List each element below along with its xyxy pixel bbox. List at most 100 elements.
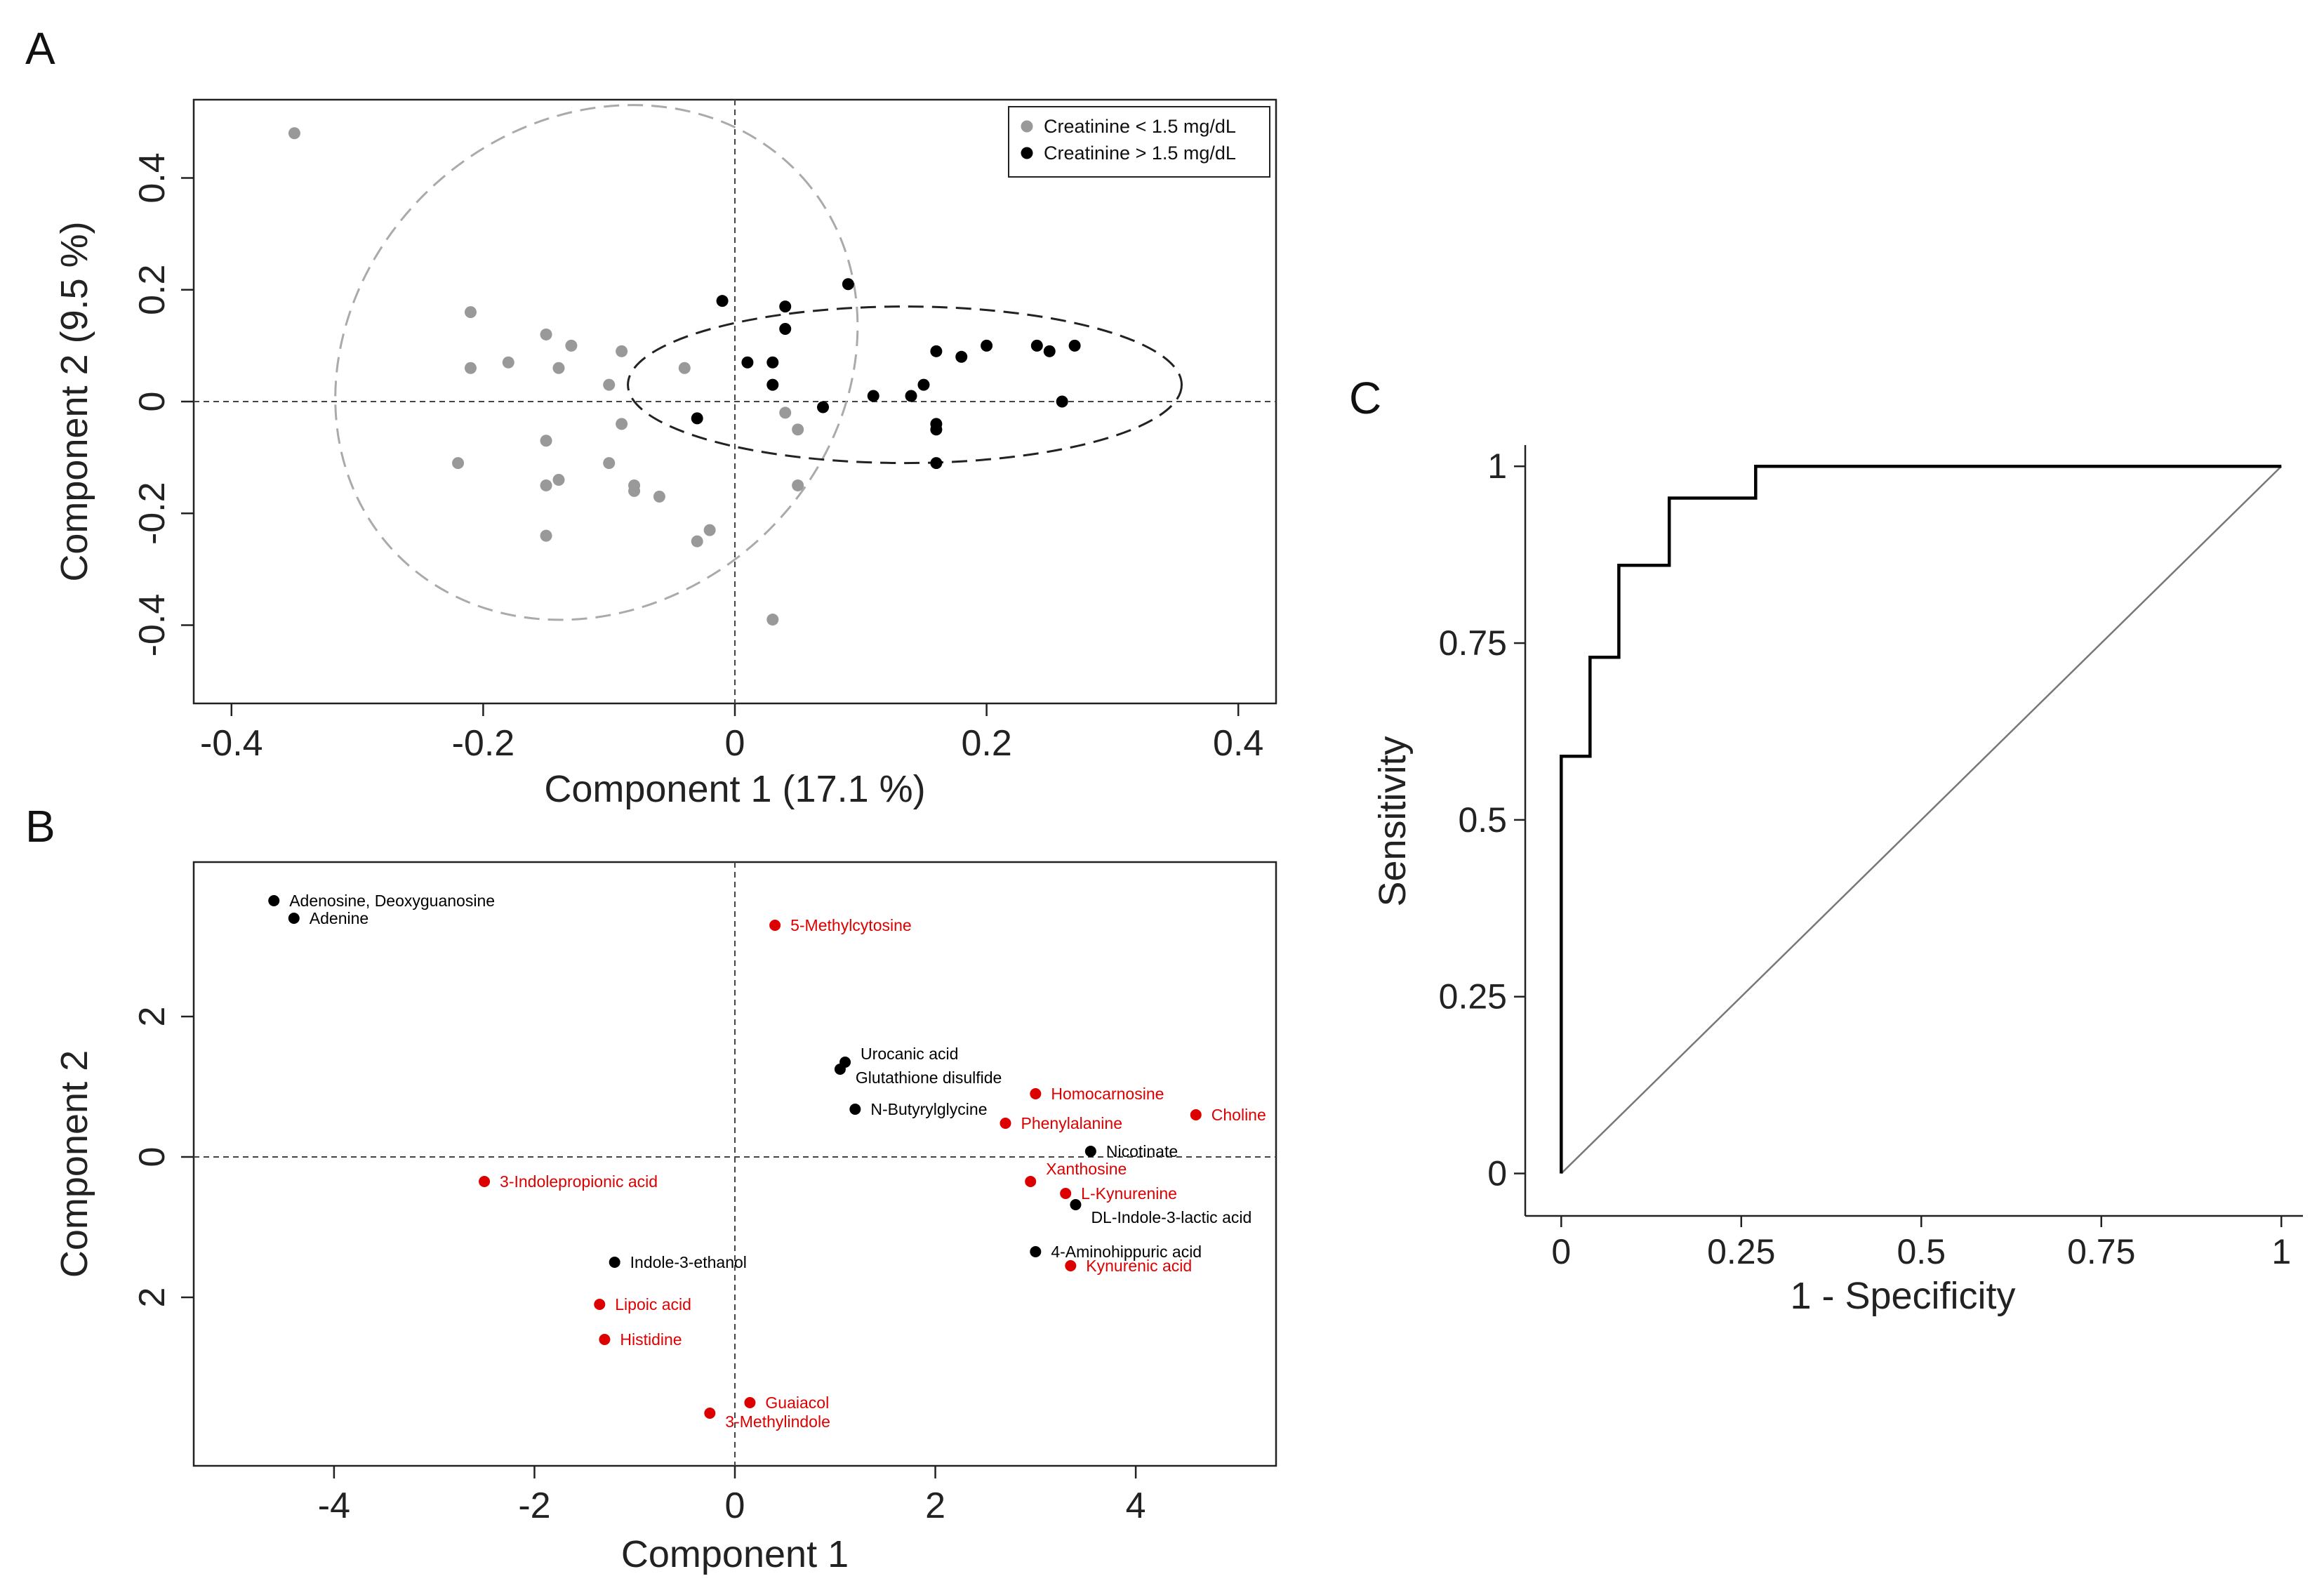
point-high-creatinine [766, 356, 779, 369]
loading-point [599, 1334, 611, 1345]
y-tick-label-a: -0.2 [132, 482, 173, 545]
point-high-creatinine [779, 300, 792, 313]
y-tick-label-b: 2 [132, 1007, 173, 1027]
point-low-creatinine [540, 529, 552, 542]
loading-point [268, 895, 280, 906]
point-low-creatinine [616, 418, 628, 430]
panel-b-pca-loadings: -4 -2 0 2 4 2 0 2 Component 1 Component 2 Adenosin… [53, 861, 1277, 1575]
point-high-creatinine [917, 378, 930, 391]
x-axis-title-c: 1 - Specificity [1790, 1275, 2015, 1317]
point-low-creatinine [540, 479, 552, 491]
loading-label: 4-Aminohippuric acid [1051, 1243, 1202, 1261]
x-tick-label-b: -2 [518, 1485, 550, 1526]
loading-point [1025, 1176, 1037, 1187]
x-tick-label-a: 0 [725, 723, 745, 764]
x-tick-label-a: 0.2 [961, 723, 1011, 764]
point-high-creatinine [817, 401, 830, 413]
point-high-creatinine [1043, 345, 1056, 357]
panel-label-b: B [25, 801, 55, 852]
point-low-creatinine [540, 328, 552, 340]
point-low-creatinine [603, 378, 616, 391]
point-low-creatinine [603, 457, 616, 470]
loading-label: N-Butyrylglycine [870, 1100, 987, 1118]
loading-label: Kynurenic acid [1086, 1257, 1192, 1275]
loading-label: Nicotinate [1106, 1142, 1178, 1160]
loading-point [1070, 1199, 1082, 1210]
loading-label: Histidine [620, 1330, 682, 1349]
point-low-creatinine [502, 356, 514, 369]
panel-c-roc-curve: 0 0.25 0.5 0.75 1 0 0.25 0.5 0.75 1 1 - Specificit… [1372, 445, 2303, 1317]
loading-label: DL-Indole-3-lactic acid [1091, 1208, 1251, 1226]
point-low-creatinine [766, 614, 779, 626]
point-low-creatinine [779, 406, 792, 419]
point-low-creatinine [540, 435, 552, 447]
loading-point [1000, 1118, 1011, 1129]
y-axis-title-a: Component 2 (9.5 %) [53, 221, 95, 581]
point-low-creatinine [464, 306, 477, 319]
panel-a-pca-scores: -0.4 -0.2 0 0.2 0.4 -0.4 -0.2 0 0.2 0.4 Component … [53, 98, 1277, 810]
loading-point [704, 1408, 716, 1419]
loading-label: Urocanic acid [861, 1045, 958, 1063]
x-tick-label-b: 4 [1126, 1485, 1146, 1526]
confidence-ellipse-low-creatinine [334, 104, 859, 621]
point-low-creatinine [792, 479, 804, 491]
loading-point [834, 1064, 846, 1075]
legend-marker-a [1021, 147, 1033, 159]
x-tick-label-c: 1 [2271, 1232, 2291, 1271]
loading-label: L-Kynurenine [1081, 1184, 1177, 1203]
point-high-creatinine [1030, 339, 1043, 352]
point-high-creatinine [766, 378, 779, 391]
y-tick-label-b: 0 [132, 1147, 173, 1167]
point-high-creatinine [930, 423, 943, 436]
y-tick-label-a: 0.4 [132, 152, 173, 203]
loading-point [609, 1257, 620, 1268]
point-low-creatinine [653, 490, 665, 503]
loading-point [1060, 1188, 1072, 1199]
loading-label: Guaiacol [765, 1394, 829, 1412]
point-high-creatinine [741, 356, 754, 369]
confidence-ellipse-high-creatinine [627, 305, 1183, 465]
loading-label: Xanthosine [1046, 1160, 1127, 1178]
point-high-creatinine [955, 350, 968, 363]
loading-point [1030, 1246, 1042, 1257]
point-low-creatinine [565, 339, 578, 352]
point-high-creatinine [1068, 339, 1081, 352]
x-tick-label-c: 0 [1551, 1232, 1571, 1271]
roc-curve-line [1560, 464, 2282, 1174]
x-tick-label-a: -0.2 [452, 723, 515, 764]
y-tick-label-c: 0 [1487, 1154, 1507, 1193]
panel-label-c: C [1349, 373, 1382, 423]
point-low-creatinine [792, 423, 804, 436]
x-tick-label-b: -4 [318, 1485, 350, 1526]
point-low-creatinine [288, 127, 300, 140]
point-low-creatinine [691, 535, 703, 548]
legend-label-a: Creatinine > 1.5 mg/dL [1044, 143, 1236, 164]
loading-label: 5-Methylcytosine [790, 916, 912, 934]
legend-box-a [1008, 106, 1270, 178]
point-high-creatinine [779, 322, 792, 335]
x-axis-title-b: Component 1 [621, 1533, 849, 1575]
point-high-creatinine [981, 339, 993, 352]
loading-label: 3-Indolepropionic acid [500, 1172, 658, 1191]
point-low-creatinine [616, 345, 628, 357]
legend-marker-a [1021, 120, 1033, 133]
loading-label: Glutathione disulfide [856, 1068, 1002, 1087]
y-tick-label-c: 1 [1487, 446, 1507, 486]
loading-point [744, 1397, 756, 1408]
loading-point [1065, 1260, 1077, 1271]
loading-point [849, 1104, 861, 1115]
point-high-creatinine [1056, 395, 1068, 408]
loading-label: Indole-3-ethanol [630, 1253, 747, 1271]
y-tick-label-c: 0.75 [1439, 623, 1507, 663]
point-low-creatinine [552, 473, 565, 486]
x-tick-label-c: 0.25 [1707, 1232, 1775, 1271]
point-low-creatinine [628, 484, 641, 497]
x-tick-label-c: 0.75 [2067, 1232, 2135, 1271]
y-tick-label-a: -0.4 [132, 594, 173, 657]
y-tick-label-c: 0.25 [1439, 977, 1507, 1017]
point-high-creatinine [905, 390, 917, 402]
point-low-creatinine [703, 524, 716, 536]
loading-label: Choline [1211, 1106, 1266, 1124]
y-axis-title-c: Sensitivity [1372, 736, 1414, 906]
